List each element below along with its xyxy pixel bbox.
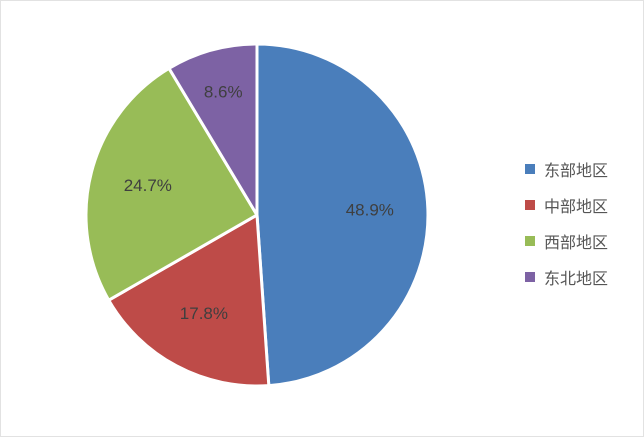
pie-data-labels-group: 48.9% 17.8% 24.7% 8.6% (124, 83, 394, 324)
legend-color-swatch (525, 236, 535, 246)
pie-slice-data-label: 8.6% (204, 83, 243, 102)
pie-slices-group (84, 42, 430, 388)
legend-color-swatch (525, 200, 535, 210)
pie-slice[interactable] (167, 42, 259, 217)
pie-slice[interactable] (84, 66, 259, 302)
pie-chart-svg: 48.9% 17.8% 24.7% 8.6% (84, 42, 430, 388)
legend-item[interactable]: 中部地区 (525, 187, 635, 223)
pie-slice-data-label: 48.9% (346, 201, 394, 220)
legend-item[interactable]: 东北地区 (525, 259, 635, 295)
legend-item-label: 东北地区 (544, 271, 609, 288)
pie-slice[interactable] (107, 213, 271, 388)
legend-item[interactable]: 东部地区 (525, 151, 635, 187)
legend-color-swatch (525, 164, 535, 174)
pie-slice[interactable] (255, 42, 430, 388)
pie-slice-data-label: 24.7% (124, 176, 172, 195)
chart-legend: 东部地区中部地区西部地区东北地区 (525, 151, 635, 295)
legend-item[interactable]: 西部地区 (525, 223, 635, 259)
legend-color-swatch (525, 272, 535, 282)
legend-item-label: 西部地区 (544, 235, 609, 252)
pie-slice-data-label: 17.8% (180, 304, 228, 323)
legend-item-label: 中部地区 (544, 199, 609, 216)
legend-item-label: 东部地区 (544, 163, 609, 180)
pie-chart-plot-area: 48.9% 17.8% 24.7% 8.6% (1, 1, 511, 436)
